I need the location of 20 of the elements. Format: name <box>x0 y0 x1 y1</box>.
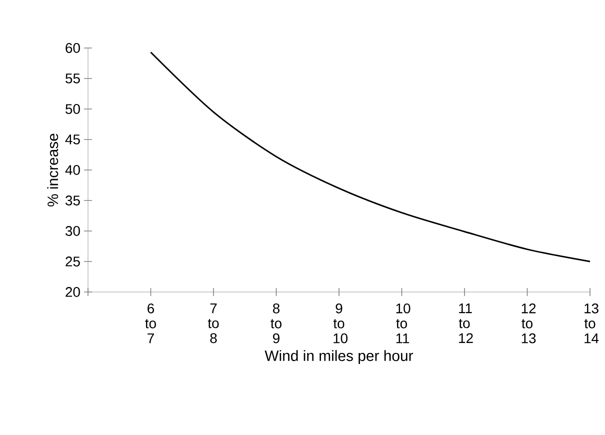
y-tick-label: 20 <box>66 287 80 297</box>
y-tick-label: 35 <box>66 196 80 206</box>
x-tick-label: 10 to 11 <box>396 303 410 344</box>
x-tick-label: 8 to 9 <box>270 303 282 344</box>
y-tick-label: 25 <box>66 256 80 266</box>
y-tick-label: 50 <box>66 104 80 114</box>
x-tick-label: 12 to 13 <box>522 303 536 344</box>
x-tick-label: 9 to 10 <box>333 303 348 344</box>
x-tick-label: 11 to 12 <box>458 303 473 343</box>
y-tick-label: 45 <box>65 134 80 144</box>
y-tick-label: 60 <box>66 43 80 53</box>
x-tick-label: 13 to 14 <box>584 303 599 344</box>
x-tick-label: 7 to 8 <box>208 303 219 344</box>
y-tick-label: 30 <box>66 226 80 236</box>
y-tick-label: 55 <box>66 74 80 84</box>
line-series <box>150 52 591 262</box>
x-tick-label: 6 to 7 <box>145 303 156 344</box>
x-axis-title: Wind in miles per hour <box>264 350 414 364</box>
y-axis-title: % increase <box>47 134 58 206</box>
y-tick-label: 40 <box>65 165 80 175</box>
